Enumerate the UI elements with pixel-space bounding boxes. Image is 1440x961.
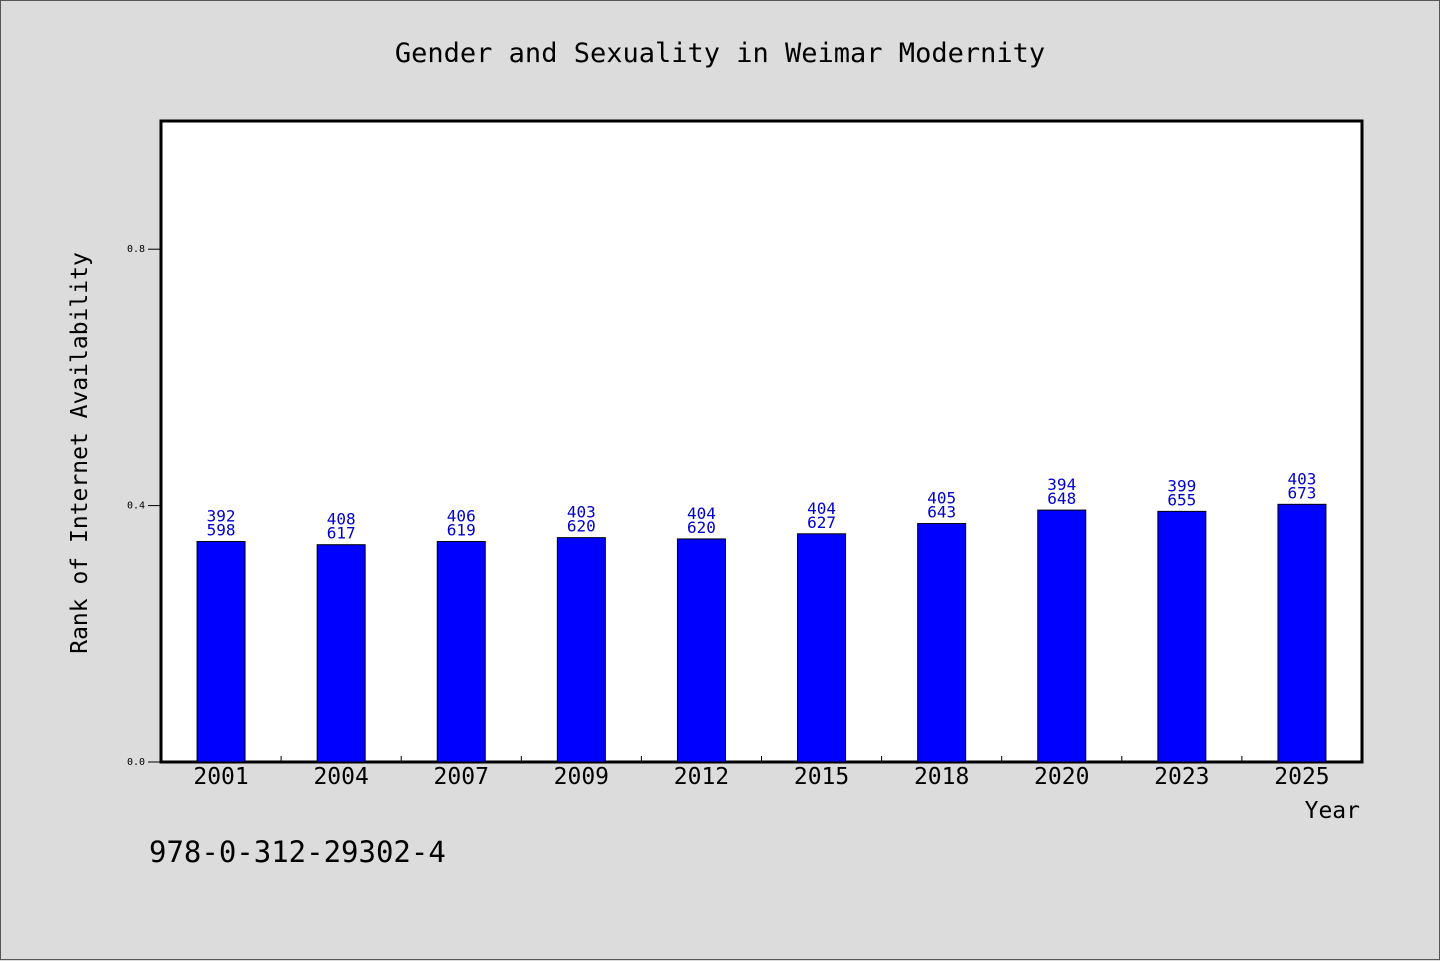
isbn-code: 978-0-312-29302-4 xyxy=(149,835,446,869)
bar-2007 xyxy=(436,540,486,763)
bar-2001 xyxy=(196,540,246,763)
x-tick-label-2012: 2012 xyxy=(674,764,729,790)
bar-label-top-2012: 404 xyxy=(687,504,716,523)
x-axis-label: Year xyxy=(1305,798,1360,824)
bar-label-bottom-2025: 673 xyxy=(1287,483,1316,502)
bar-2012 xyxy=(676,538,726,763)
y-tick-label-0.0: 0.0 xyxy=(127,757,145,768)
labels-layer: 3925982001408617200440661920074036202009… xyxy=(127,244,1330,790)
bar-label-bottom-2007: 619 xyxy=(447,520,476,539)
bars-layer xyxy=(196,503,1327,763)
bar-2020 xyxy=(1037,509,1087,763)
bar-label-top-2007: 406 xyxy=(447,506,476,525)
x-tick-label-2015: 2015 xyxy=(794,764,849,790)
bar-label-top-2018: 405 xyxy=(927,489,956,508)
bar-label-top-2023: 399 xyxy=(1167,476,1196,495)
bar-2023 xyxy=(1157,510,1207,763)
x-tick-label-2018: 2018 xyxy=(914,764,969,790)
bar-label-bottom-2023: 655 xyxy=(1167,490,1196,509)
chart-title: Gender and Sexuality in Weimar Modernity xyxy=(395,38,1045,69)
bar-label-top-2009: 403 xyxy=(567,503,596,522)
x-tick-label-2020: 2020 xyxy=(1034,764,1089,790)
bar-label-top-2004: 408 xyxy=(327,510,356,529)
x-tick-label-2025: 2025 xyxy=(1274,764,1329,790)
bar-label-bottom-2012: 620 xyxy=(687,518,716,537)
bar-2015 xyxy=(797,533,847,763)
bar-label-top-2001: 392 xyxy=(207,506,236,525)
bar-label-bottom-2015: 627 xyxy=(807,513,836,532)
bar-label-bottom-2018: 643 xyxy=(927,503,956,522)
y-axis-label: Rank of Internet Availability xyxy=(67,252,93,654)
bar-label-top-2020: 394 xyxy=(1047,475,1076,494)
x-tick-label-2004: 2004 xyxy=(313,764,368,790)
bar-label-top-2025: 403 xyxy=(1287,469,1316,488)
x-tick-label-2001: 2001 xyxy=(193,764,248,790)
bar-2009 xyxy=(556,537,606,763)
bar-label-bottom-2009: 620 xyxy=(567,517,596,536)
bar-label-bottom-2004: 617 xyxy=(327,524,356,543)
bar-label-top-2015: 404 xyxy=(807,499,836,518)
bar-2025 xyxy=(1277,503,1327,763)
bar-label-bottom-2001: 598 xyxy=(207,520,236,539)
ticks-layer xyxy=(148,248,1243,763)
y-tick-label-0.4: 0.4 xyxy=(127,501,145,512)
x-tick-label-2009: 2009 xyxy=(554,764,609,790)
bar-2018 xyxy=(917,523,967,763)
x-tick-label-2023: 2023 xyxy=(1154,764,1209,790)
x-tick-label-2007: 2007 xyxy=(434,764,489,790)
bar-2004 xyxy=(316,544,366,763)
y-tick-label-0.8: 0.8 xyxy=(127,244,145,255)
bar-label-bottom-2020: 648 xyxy=(1047,489,1076,508)
